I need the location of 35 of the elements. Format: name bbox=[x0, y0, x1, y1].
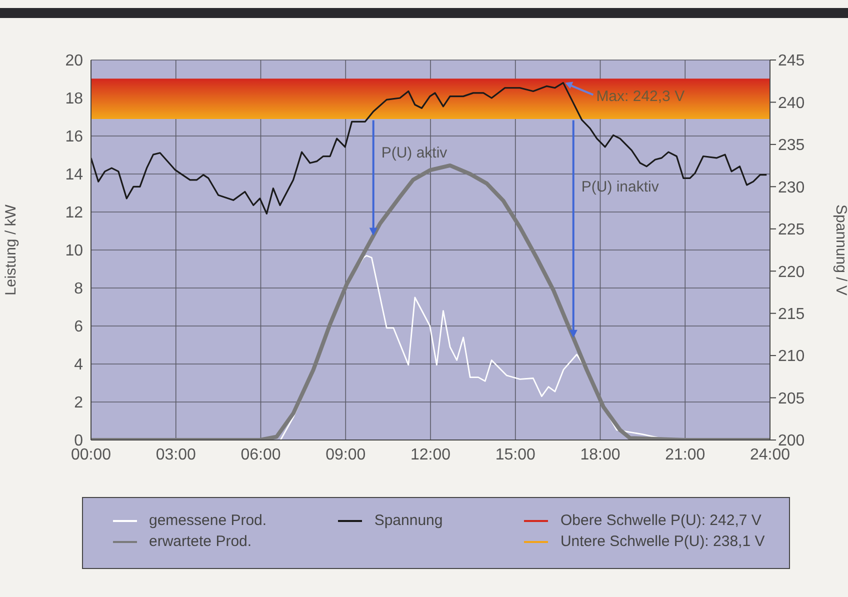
legend-label: Obere Schwelle P(U): 242,7 V bbox=[560, 512, 762, 529]
y-axis-title: Leistung / kW bbox=[2, 204, 20, 296]
annotation: Max: 242,3 V bbox=[596, 88, 685, 105]
y-tick-label: 2 bbox=[74, 394, 84, 412]
legend-label: gemessene Prod. bbox=[149, 512, 267, 529]
x-tick-label: 03:00 bbox=[156, 446, 196, 464]
x-tick-label: 09:00 bbox=[326, 446, 366, 464]
line-series bbox=[91, 82, 768, 214]
y2-axis-title: Spannung / V bbox=[832, 204, 848, 296]
y-tick-label: 6 bbox=[74, 318, 84, 336]
y2-tick-label: 225 bbox=[778, 222, 805, 239]
legend-label: erwartete Prod. bbox=[149, 533, 252, 550]
y2-tick-label: 215 bbox=[778, 306, 805, 324]
y-tick-label: 10 bbox=[65, 242, 84, 260]
y-tick-label: 18 bbox=[65, 90, 84, 108]
x-tick-label: 12:00 bbox=[410, 446, 451, 464]
y2-tick-label: 235 bbox=[778, 137, 805, 154]
x-tick-label: 18:00 bbox=[580, 446, 620, 464]
y2-tick-label: 240 bbox=[778, 94, 805, 112]
y2-tick-label: 230 bbox=[778, 179, 805, 196]
legend-label: Untere Schwelle P(U): 238,1 V bbox=[560, 533, 765, 550]
legend-label: Spannung bbox=[374, 512, 443, 529]
y2-tick-label: 220 bbox=[778, 264, 805, 281]
y-tick-label: 16 bbox=[65, 128, 84, 146]
y-tick-label: 12 bbox=[65, 204, 84, 222]
y2-tick-label: 210 bbox=[778, 348, 805, 366]
x-tick-label: 06:00 bbox=[240, 446, 281, 464]
x-tick-label: 15:00 bbox=[495, 446, 536, 464]
y2-tick-label: 245 bbox=[778, 52, 805, 70]
y2-tick-label: 205 bbox=[778, 390, 805, 408]
y-tick-label: 4 bbox=[74, 356, 84, 374]
y-tick-label: 14 bbox=[65, 166, 84, 184]
y-tick-label: 20 bbox=[65, 52, 84, 70]
y-tick-label: 8 bbox=[74, 280, 84, 298]
x-tick-label: 21:00 bbox=[665, 446, 706, 464]
